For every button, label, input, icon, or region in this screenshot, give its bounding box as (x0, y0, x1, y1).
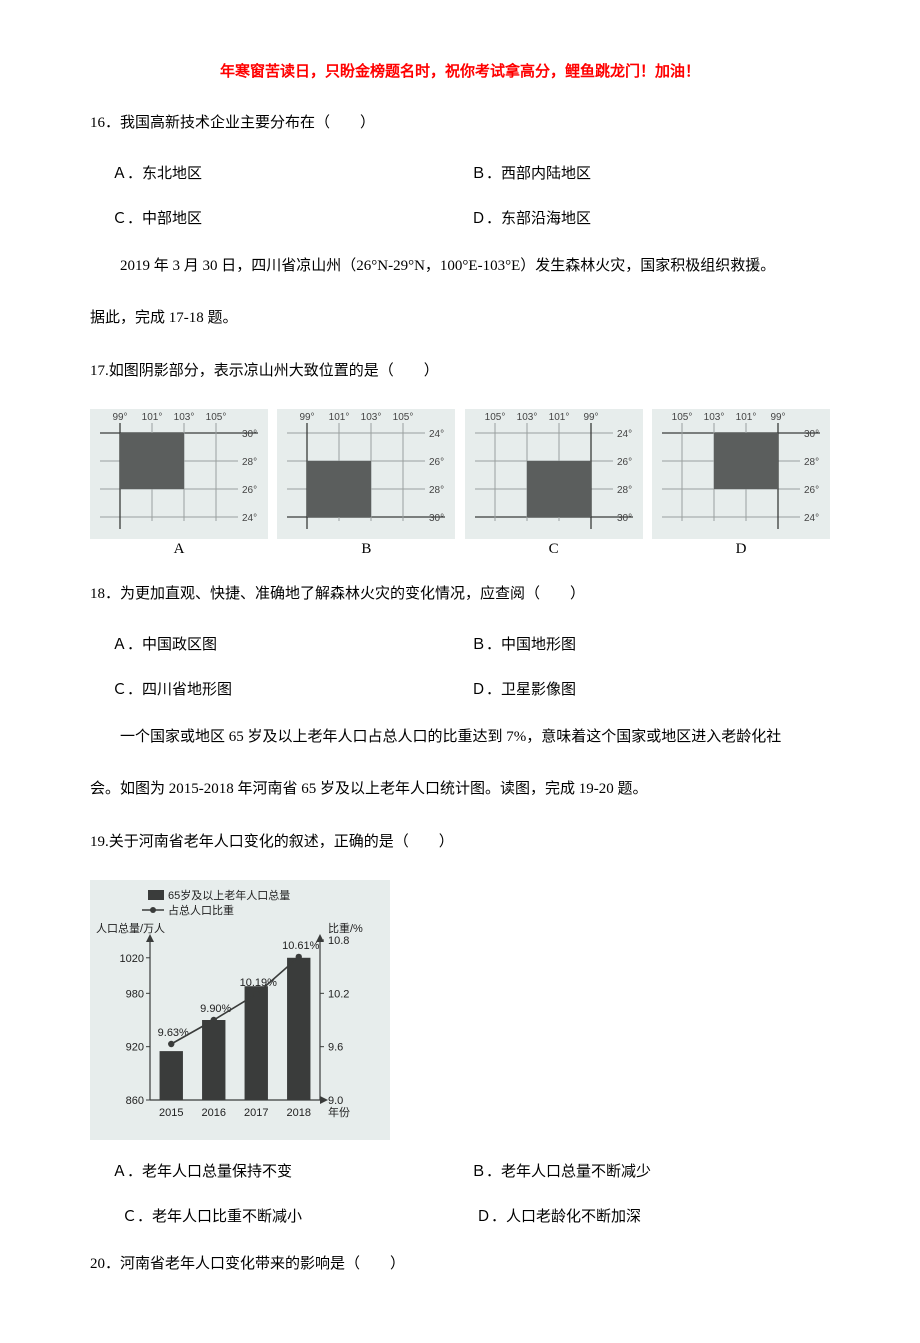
map-d-label: D (652, 541, 830, 558)
map-a: 99° 101° 103° 105° 30° 28° 26° 24° (90, 409, 268, 539)
q18-text: 18．为更加直观、快捷、准确地了解森林火灾的变化情况，应查阅（ ） (90, 580, 830, 609)
q16-options-row2: Ｃ．中部地区 Ｄ．东部沿海地区 (90, 207, 830, 228)
svg-text:26°: 26° (242, 485, 257, 496)
svg-text:10.61%: 10.61% (282, 940, 320, 952)
svg-text:103°: 103° (361, 412, 382, 423)
svg-text:101°: 101° (142, 412, 163, 423)
q19-opt-a: Ａ．老年人口总量保持不变 (90, 1160, 471, 1181)
passage-17-18-cont: 据此，完成 17‐18 题。 (90, 304, 830, 333)
svg-text:26°: 26° (429, 457, 444, 468)
svg-text:2016: 2016 (202, 1107, 226, 1119)
svg-text:101°: 101° (329, 412, 350, 423)
elderly-chart: 65岁及以上老年人口总量占总人口比重人口总量/万人 比重/% 860 920 980 10… (90, 880, 390, 1140)
map-options-row: 99° 101° 103° 105° 30° 28° 26° 24° A 99° 101° 103… (90, 409, 830, 558)
q16-opt-c: Ｃ．中部地区 (90, 207, 471, 228)
map-d: 105° 103° 101° 99° 30° 28° 26° 24° (652, 409, 830, 539)
passage-17-18: 2019 年 3 月 30 日，四川省凉山州（26°N‐29°N，100°E‐1… (90, 252, 830, 281)
map-a-label: A (90, 541, 268, 558)
svg-text:103°: 103° (174, 412, 195, 423)
svg-text:105°: 105° (393, 412, 414, 423)
svg-text:9.90%: 9.90% (200, 1003, 231, 1015)
svg-text:26°: 26° (804, 485, 819, 496)
svg-text:30°: 30° (242, 429, 257, 440)
svg-text:28°: 28° (429, 485, 444, 496)
svg-text:105°: 105° (206, 412, 227, 423)
svg-text:860: 860 (126, 1095, 144, 1107)
q18-options-row1: Ａ．中国政区图 Ｂ．中国地形图 (90, 633, 830, 654)
q18-opt-c: Ｃ．四川省地形图 (90, 678, 471, 699)
map-c-wrap: 105° 103° 101° 99° 24° 26° 28° 30° C (465, 409, 643, 558)
svg-text:103°: 103° (704, 412, 725, 423)
q18-opt-d: Ｄ．卫星影像图 (471, 678, 830, 699)
map-c: 105° 103° 101° 99° 24° 26° 28° 30° (465, 409, 643, 539)
svg-text:24°: 24° (617, 429, 632, 440)
svg-text:99°: 99° (300, 412, 315, 423)
map-c-label: C (465, 541, 643, 558)
svg-text:101°: 101° (736, 412, 757, 423)
svg-text:9.0: 9.0 (328, 1095, 343, 1107)
q19-opt-b: Ｂ．老年人口总量不断减少 (471, 1160, 830, 1181)
q19-opt-c: Ｃ．老年人口比重不断减小 (90, 1205, 476, 1226)
svg-text:99°: 99° (770, 412, 785, 423)
q16-opt-b: Ｂ．西部内陆地区 (471, 162, 830, 183)
map-a-wrap: 99° 101° 103° 105° 30° 28° 26° 24° A (90, 409, 268, 558)
header-motivation: 年寒窗苦读日，只盼金榜题名时，祝你考试拿高分，鲤鱼跳龙门！加油！ (90, 60, 830, 81)
q18-options-row2: Ｃ．四川省地形图 Ｄ．卫星影像图 (90, 678, 830, 699)
svg-text:人口总量/万人: 人口总量/万人 (96, 921, 165, 935)
q16-options-row1: Ａ．东北地区 Ｂ．西部内陆地区 (90, 162, 830, 183)
svg-text:99°: 99° (583, 412, 598, 423)
svg-text:年份: 年份 (328, 1105, 350, 1119)
svg-text:9.6: 9.6 (328, 1042, 343, 1054)
svg-text:24°: 24° (429, 429, 444, 440)
svg-text:24°: 24° (804, 513, 819, 524)
q20-text: 20．河南省老年人口变化带来的影响是（ ） (90, 1250, 830, 1279)
svg-text:10.2: 10.2 (328, 988, 349, 1000)
svg-text:28°: 28° (242, 457, 257, 468)
map-b: 99° 101° 103° 105° 24° 26° 28° 30° (277, 409, 455, 539)
svg-text:28°: 28° (804, 457, 819, 468)
q19-options-row1: Ａ．老年人口总量保持不变 Ｂ．老年人口总量不断减少 (90, 1160, 830, 1181)
svg-text:10.19%: 10.19% (240, 977, 278, 989)
svg-text:30°: 30° (804, 429, 819, 440)
svg-text:1020: 1020 (120, 953, 144, 965)
svg-text:101°: 101° (548, 412, 569, 423)
q16-opt-a: Ａ．东北地区 (90, 162, 471, 183)
q19-options-row2: Ｃ．老年人口比重不断减小 Ｄ．人口老龄化不断加深 (90, 1205, 830, 1226)
q17-text: 17.如图阴影部分，表示凉山州大致位置的是（ ） (90, 357, 830, 386)
svg-text:占总人口比重: 占总人口比重 (168, 903, 234, 917)
q19-text: 19.关于河南省老年人口变化的叙述，正确的是（ ） (90, 828, 830, 857)
svg-text:920: 920 (126, 1042, 144, 1054)
q19-opt-d: Ｄ．人口老龄化不断加深 (476, 1205, 830, 1226)
svg-text:2018: 2018 (287, 1107, 311, 1119)
svg-text:26°: 26° (617, 457, 632, 468)
svg-text:30°: 30° (617, 513, 632, 524)
map-b-wrap: 99° 101° 103° 105° 24° 26° 28° 30° B (277, 409, 455, 558)
q18-opt-b: Ｂ．中国地形图 (471, 633, 830, 654)
svg-text:105°: 105° (672, 412, 693, 423)
passage-19-20-cont: 会。如图为 2015‐2018 年河南省 65 岁及以上老年人口统计图。读图，完… (90, 775, 830, 804)
svg-text:105°: 105° (484, 412, 505, 423)
svg-text:10.8: 10.8 (328, 935, 349, 947)
svg-text:24°: 24° (242, 513, 257, 524)
exam-page: 年寒窗苦读日，只盼金榜题名时，祝你考试拿高分，鲤鱼跳龙门！加油！ 16．我国高新… (0, 0, 920, 1343)
q18-opt-a: Ａ．中国政区图 (90, 633, 471, 654)
svg-text:比重/%: 比重/% (328, 921, 363, 935)
passage-19-20: 一个国家或地区 65 岁及以上老年人口占总人口的比重达到 7%，意味着这个国家或… (90, 723, 830, 752)
svg-text:99°: 99° (112, 412, 127, 423)
q16-text: 16．我国高新技术企业主要分布在（ ） (90, 109, 830, 138)
svg-text:103°: 103° (516, 412, 537, 423)
map-d-wrap: 105° 103° 101° 99° 30° 28° 26° 24° D (652, 409, 830, 558)
svg-text:65岁及以上老年人口总量: 65岁及以上老年人口总量 (168, 888, 290, 902)
q16-opt-d: Ｄ．东部沿海地区 (471, 207, 830, 228)
svg-text:30°: 30° (429, 513, 444, 524)
svg-text:28°: 28° (617, 485, 632, 496)
svg-text:2015: 2015 (159, 1107, 183, 1119)
svg-text:980: 980 (126, 988, 144, 1000)
map-b-label: B (277, 541, 455, 558)
svg-text:2017: 2017 (244, 1107, 268, 1119)
